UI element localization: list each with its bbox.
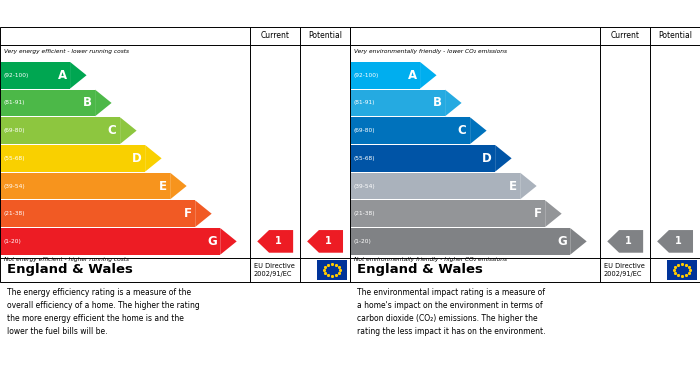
Text: (39-54): (39-54) [354, 183, 375, 188]
Polygon shape [307, 230, 343, 253]
Text: (1-20): (1-20) [4, 239, 22, 244]
Text: Energy Efficiency Rating: Energy Efficiency Rating [8, 6, 162, 16]
Text: (92-100): (92-100) [4, 73, 29, 78]
Text: 1: 1 [676, 237, 682, 246]
Bar [350, 145, 495, 172]
Polygon shape [95, 90, 111, 116]
Bar [0, 200, 195, 227]
Text: B: B [433, 97, 442, 109]
Bar [350, 62, 420, 89]
Polygon shape [470, 117, 486, 144]
Text: D: D [132, 152, 141, 165]
Text: (69-80): (69-80) [354, 128, 375, 133]
Polygon shape [170, 173, 187, 199]
Text: Current: Current [610, 31, 640, 40]
Polygon shape [120, 117, 136, 144]
Text: 1: 1 [275, 237, 282, 246]
Text: (1-20): (1-20) [354, 239, 372, 244]
Bar [316, 260, 346, 280]
Polygon shape [257, 230, 293, 253]
Bar [350, 117, 470, 144]
Text: (55-68): (55-68) [354, 156, 375, 161]
Text: Not environmentally friendly - higher CO₂ emissions: Not environmentally friendly - higher CO… [354, 256, 507, 262]
Text: England & Wales: England & Wales [7, 264, 133, 276]
Text: (21-38): (21-38) [4, 211, 25, 216]
Text: EU Directive
2002/91/EC: EU Directive 2002/91/EC [253, 263, 295, 277]
Text: C: C [108, 124, 117, 137]
Bar [0, 62, 70, 89]
Bar [350, 173, 520, 199]
Text: 1: 1 [625, 237, 632, 246]
Polygon shape [145, 145, 162, 172]
Text: A: A [407, 69, 416, 82]
Text: (81-91): (81-91) [4, 100, 25, 106]
Text: F: F [533, 207, 542, 220]
Text: (69-80): (69-80) [4, 128, 25, 133]
Bar [350, 90, 445, 116]
Polygon shape [607, 230, 643, 253]
Bar [0, 228, 220, 255]
Text: B: B [83, 97, 92, 109]
Text: EU Directive
2002/91/EC: EU Directive 2002/91/EC [603, 263, 645, 277]
Bar [350, 200, 545, 227]
Text: The energy efficiency rating is a measure of the
overall efficiency of a home. T: The energy efficiency rating is a measur… [7, 288, 199, 336]
Text: G: G [557, 235, 567, 248]
Polygon shape [220, 228, 237, 255]
Polygon shape [70, 62, 87, 89]
Text: G: G [207, 235, 217, 248]
Bar [666, 260, 696, 280]
Bar [0, 90, 95, 116]
Polygon shape [520, 173, 537, 199]
Polygon shape [195, 200, 211, 227]
Bar [0, 117, 120, 144]
Bar [0, 173, 170, 199]
Polygon shape [545, 200, 561, 227]
Bar [0, 145, 145, 172]
Text: (92-100): (92-100) [354, 73, 379, 78]
Text: Potential: Potential [308, 31, 342, 40]
Text: C: C [458, 124, 467, 137]
Text: E: E [509, 179, 517, 192]
Polygon shape [657, 230, 693, 253]
Text: England & Wales: England & Wales [357, 264, 483, 276]
Polygon shape [495, 145, 512, 172]
Text: E: E [159, 179, 167, 192]
Text: The environmental impact rating is a measure of
a home's impact on the environme: The environmental impact rating is a mea… [357, 288, 545, 336]
Text: D: D [482, 152, 491, 165]
Text: 1: 1 [326, 237, 332, 246]
Text: Potential: Potential [658, 31, 692, 40]
Text: (21-38): (21-38) [354, 211, 375, 216]
Bar [350, 228, 570, 255]
Text: Very energy efficient - lower running costs: Very energy efficient - lower running co… [4, 48, 129, 54]
Text: F: F [183, 207, 192, 220]
Polygon shape [420, 62, 437, 89]
Text: Very environmentally friendly - lower CO₂ emissions: Very environmentally friendly - lower CO… [354, 48, 507, 54]
Text: Environmental Impact (CO₂) Rating: Environmental Impact (CO₂) Rating [358, 6, 578, 16]
Text: Not energy efficient - higher running costs: Not energy efficient - higher running co… [4, 256, 129, 262]
Polygon shape [570, 228, 587, 255]
Text: (39-54): (39-54) [4, 183, 25, 188]
Text: (55-68): (55-68) [4, 156, 25, 161]
Text: Current: Current [260, 31, 290, 40]
Text: (81-91): (81-91) [354, 100, 375, 106]
Polygon shape [445, 90, 461, 116]
Text: A: A [57, 69, 66, 82]
